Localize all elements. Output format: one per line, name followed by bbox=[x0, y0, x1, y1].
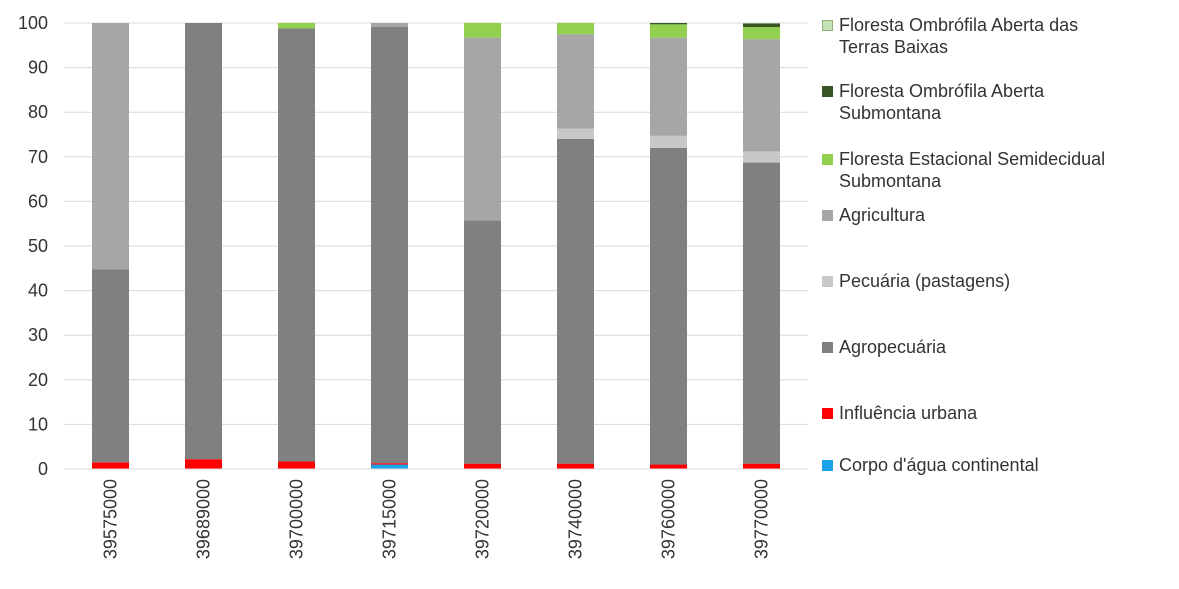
x-tick-label: 39770000 bbox=[752, 479, 772, 559]
x-tick-label: 39575000 bbox=[101, 479, 121, 559]
bar-segment bbox=[185, 459, 222, 469]
bar-segment bbox=[743, 39, 780, 151]
legend-swatch bbox=[822, 408, 833, 419]
bar-segment bbox=[92, 269, 129, 462]
legend-item-floresta-ombrofila-aberta-terras-baixas: Floresta Ombrófila Aberta das Terras Bai… bbox=[822, 14, 1078, 58]
legend-label: Pecuária (pastagens) bbox=[839, 270, 1010, 292]
bar-segment bbox=[464, 38, 501, 221]
y-tick-label: 90 bbox=[28, 58, 48, 78]
legend-swatch bbox=[822, 210, 833, 221]
y-tick-label: 100 bbox=[18, 13, 48, 33]
legend-label: Influência urbana bbox=[839, 402, 977, 424]
x-tick-label: 39700000 bbox=[287, 479, 307, 559]
x-tick-label: 39715000 bbox=[380, 479, 400, 559]
bar-segment bbox=[557, 129, 594, 139]
bar-segment bbox=[278, 461, 315, 469]
bar-segment bbox=[557, 23, 594, 34]
bar-segment bbox=[650, 38, 687, 136]
y-tick-label: 60 bbox=[28, 191, 48, 211]
bar-segment bbox=[92, 23, 129, 269]
legend-swatch bbox=[822, 86, 833, 97]
bar-segment bbox=[650, 136, 687, 148]
bar-segment bbox=[743, 163, 780, 464]
y-tick-label: 30 bbox=[28, 325, 48, 345]
legend-item-agricultura: Agricultura bbox=[822, 204, 925, 226]
legend-item-floresta-ombrofila-aberta-submontana: Floresta Ombrófila Aberta Submontana bbox=[822, 80, 1044, 124]
y-tick-label: 0 bbox=[38, 459, 48, 479]
legend-swatch bbox=[822, 342, 833, 353]
y-tick-label: 20 bbox=[28, 370, 48, 390]
bar-segment bbox=[464, 23, 501, 38]
bar-segment bbox=[185, 23, 222, 459]
legend-label: Floresta Ombrófila Aberta Submontana bbox=[839, 80, 1044, 124]
x-tick-label: 39740000 bbox=[566, 479, 586, 559]
bar-segment bbox=[743, 23, 780, 27]
y-tick-label: 40 bbox=[28, 281, 48, 301]
legend-label: Agropecuária bbox=[839, 336, 946, 358]
legend-item-pecuaria: Pecuária (pastagens) bbox=[822, 270, 1010, 292]
bar-segment bbox=[557, 139, 594, 464]
bar-segment bbox=[743, 151, 780, 162]
bar-segment bbox=[371, 465, 408, 469]
bar-segment bbox=[650, 465, 687, 469]
bar-segment bbox=[464, 221, 501, 464]
legend-label: Corpo d'água continental bbox=[839, 454, 1039, 476]
bar-segment bbox=[371, 27, 408, 463]
legend-item-agropecuaria: Agropecuária bbox=[822, 336, 946, 358]
y-tick-label: 50 bbox=[28, 236, 48, 256]
bar-segment bbox=[743, 464, 780, 469]
bar-segment bbox=[650, 24, 687, 37]
bar-segment bbox=[92, 462, 129, 469]
bar-segment bbox=[371, 23, 408, 27]
chart-plot: 0 10 20 30 40 50 60 70 80 90 100 39575000 39689000 39… bbox=[0, 0, 820, 584]
x-tick-label: 39760000 bbox=[659, 479, 679, 559]
legend-label: Agricultura bbox=[839, 204, 925, 226]
x-tick-label: 39720000 bbox=[473, 479, 493, 559]
bar-segment bbox=[557, 34, 594, 129]
bar-segment bbox=[743, 27, 780, 39]
legend-swatch bbox=[822, 460, 833, 471]
bar-segment bbox=[371, 463, 408, 464]
bar-segment bbox=[557, 464, 594, 469]
bar-segment bbox=[650, 23, 687, 24]
legend-swatch bbox=[822, 20, 833, 31]
y-tick-label: 10 bbox=[28, 414, 48, 434]
legend-label: Floresta Ombrófila Aberta das Terras Bai… bbox=[839, 14, 1078, 58]
legend-label: Floresta Estacional Semidecidual Submont… bbox=[839, 148, 1105, 192]
bar-segment bbox=[278, 28, 315, 461]
bar-segment bbox=[278, 23, 315, 28]
legend-item-floresta-estacional-semidecidual-submontana: Floresta Estacional Semidecidual Submont… bbox=[822, 148, 1105, 192]
bar-segment bbox=[464, 464, 501, 469]
legend-item-influencia-urbana: Influência urbana bbox=[822, 402, 977, 424]
x-tick-label: 39689000 bbox=[194, 479, 214, 559]
legend-swatch bbox=[822, 154, 833, 165]
y-tick-label: 80 bbox=[28, 102, 48, 122]
bar-segment bbox=[650, 148, 687, 465]
legend-swatch bbox=[822, 276, 833, 287]
legend-item-corpo-dagua-continental: Corpo d'água continental bbox=[822, 454, 1039, 476]
y-tick-label: 70 bbox=[28, 147, 48, 167]
